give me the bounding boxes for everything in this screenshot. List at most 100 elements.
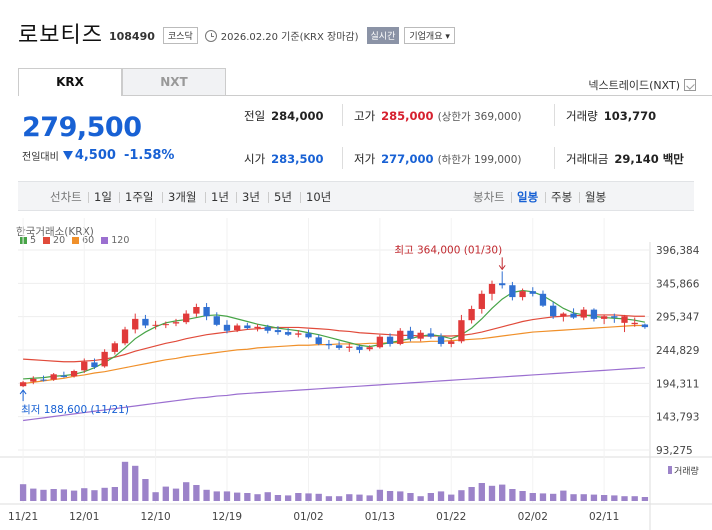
period-1w[interactable]: 1주일: [125, 190, 154, 204]
candle-body: [448, 341, 455, 344]
high-arrowhead: [498, 265, 506, 271]
volume-bar: [315, 493, 322, 501]
period-10y[interactable]: 10년: [306, 190, 332, 204]
candle-body: [488, 283, 496, 294]
volume-bar: [305, 493, 312, 501]
period-5y[interactable]: 5년: [274, 190, 292, 204]
candle-body: [407, 330, 414, 339]
period-1d[interactable]: 1일: [94, 190, 112, 204]
low-annotation: 최저 188,600 (11/21): [21, 404, 129, 416]
candle-body: [254, 326, 261, 329]
candle-body: [590, 309, 598, 319]
volume-bar: [346, 494, 353, 501]
volume-bar: [509, 489, 516, 501]
volume-bar: [560, 490, 567, 501]
candle-body: [213, 316, 220, 325]
volume-bar: [641, 497, 649, 501]
volume-bar: [213, 491, 220, 501]
candle-body: [172, 322, 180, 324]
candle-body: [356, 346, 363, 350]
tab-nxt[interactable]: NXT: [122, 68, 226, 96]
current-price: 279,500: [22, 112, 142, 143]
candle-body: [132, 318, 139, 330]
x-tick-label: 02/02: [518, 511, 548, 523]
candle-body: [203, 306, 210, 317]
stock-name: 로보티즈: [18, 23, 103, 48]
nxt-link[interactable]: 넥스트레이드(NXT): [588, 77, 696, 93]
candle-body: [437, 336, 445, 344]
company-info-dropdown[interactable]: 기업개요 ▾: [404, 27, 455, 44]
volume-bar: [183, 482, 190, 501]
candle-body: [641, 324, 649, 328]
price-change: 전일대비 4,500 -1.58%: [22, 148, 174, 163]
y-tick-label: 93,275: [656, 445, 693, 457]
stat-prev-close: 전일 284,000: [244, 109, 324, 123]
candle-weekly[interactable]: 주봉: [551, 190, 573, 204]
candle-body: [111, 343, 118, 352]
chevron-down-icon: ▾: [445, 32, 450, 42]
candle-chart-button[interactable]: 봉차트: [473, 190, 505, 204]
ma60-line: [23, 324, 645, 385]
y-tick-label: 244,829: [656, 345, 699, 357]
volume-bar: [234, 492, 241, 501]
candle-daily[interactable]: 일봉: [517, 190, 539, 204]
y-tick-label: 345,866: [656, 278, 700, 290]
volume-bar: [407, 493, 414, 501]
volume-bar: [437, 491, 445, 501]
candle-body: [611, 316, 618, 318]
x-tick-label: 01/02: [293, 511, 323, 523]
candle-body: [223, 324, 231, 331]
candle-body: [264, 326, 271, 331]
candle-body: [152, 324, 159, 326]
tab-krx[interactable]: KRX: [18, 68, 122, 96]
date-text: 2026.02.20 기준(KRX 장마감): [220, 32, 359, 43]
volume-bar: [152, 492, 159, 501]
candle-body: [234, 325, 241, 331]
volume-bar: [621, 496, 628, 501]
volume-bar: [70, 490, 78, 501]
volume-bar: [356, 494, 363, 501]
volume-bar: [111, 487, 118, 501]
volume-bar: [519, 491, 526, 501]
volume-bar: [193, 485, 200, 501]
period-1y[interactable]: 1년: [211, 190, 229, 204]
volume-bar: [458, 490, 465, 501]
volume-bar: [101, 487, 108, 501]
exchange-tabs: KRX NXT: [18, 68, 226, 96]
volume-bar: [254, 494, 261, 501]
candle-body: [417, 332, 424, 339]
candle-body: [142, 318, 149, 326]
candle-body: [509, 285, 516, 298]
candle-body: [346, 346, 353, 348]
volume-bar: [570, 494, 577, 501]
volume-bar: [132, 465, 139, 501]
line-chart-button[interactable]: 선차트: [50, 190, 82, 204]
candle-body: [570, 313, 577, 318]
live-button[interactable]: 실시간: [366, 27, 400, 44]
volume-bar: [91, 490, 98, 501]
volume-bar: [468, 487, 475, 501]
y-tick-label: 194,311: [656, 378, 699, 390]
volume-bar: [244, 493, 251, 501]
volume-bar: [417, 496, 424, 501]
stock-code: 108490: [108, 29, 155, 43]
candle-monthly[interactable]: 월봉: [585, 190, 607, 204]
volume-bar: [611, 495, 618, 501]
candle-body: [183, 313, 190, 323]
volume-bar: [274, 495, 282, 501]
stat-volume: 거래량 103,770: [566, 109, 657, 123]
candle-body: [70, 371, 78, 377]
volume-bar: [499, 484, 506, 501]
legend-ma120: 120: [101, 235, 129, 246]
candle-body: [193, 306, 200, 314]
candle-body: [325, 343, 333, 346]
period-3y[interactable]: 3년: [242, 190, 260, 204]
volume-bar: [295, 493, 302, 501]
volume-bar: [172, 488, 180, 501]
candle-body: [478, 293, 485, 309]
ma120-line: [23, 367, 645, 422]
period-3m[interactable]: 3개월: [168, 190, 197, 204]
volume-bar: [488, 485, 496, 501]
volume-bar: [30, 488, 37, 501]
candlestick-chart[interactable]: 396,384 345,866 295,347 244,829 194,311 143,7…: [0, 218, 712, 530]
